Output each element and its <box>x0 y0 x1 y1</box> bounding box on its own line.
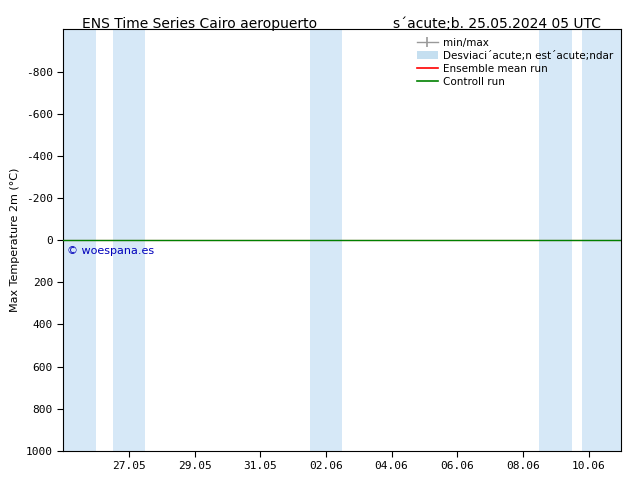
Bar <box>63 29 96 451</box>
Bar <box>309 29 342 451</box>
Text: ENS Time Series Cairo aeropuerto: ENS Time Series Cairo aeropuerto <box>82 17 318 31</box>
Bar <box>113 29 145 451</box>
Y-axis label: Max Temperature 2m (°C): Max Temperature 2m (°C) <box>10 168 20 312</box>
Text: © woespana.es: © woespana.es <box>67 246 154 256</box>
Bar <box>540 29 572 451</box>
Legend: min/max, Desviaci´acute;n est´acute;ndar, Ensemble mean run, Controll run: min/max, Desviaci´acute;n est´acute;ndar… <box>413 35 616 90</box>
Bar <box>582 29 621 451</box>
Text: s´acute;b. 25.05.2024 05 UTC: s´acute;b. 25.05.2024 05 UTC <box>393 17 601 31</box>
